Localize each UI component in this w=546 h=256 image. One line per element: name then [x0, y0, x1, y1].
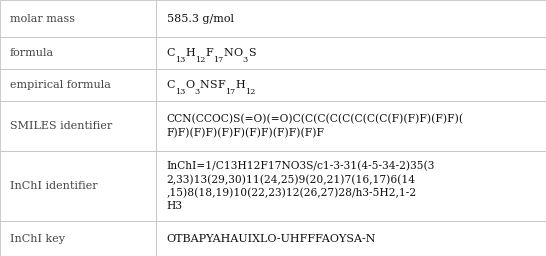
- Bar: [0, 0, 156, 37]
- Text: F: F: [205, 48, 213, 58]
- Text: C: C: [167, 48, 175, 58]
- Text: 12: 12: [245, 88, 256, 96]
- Bar: [156, 69, 546, 101]
- Text: S: S: [248, 48, 256, 58]
- Text: F: F: [217, 80, 225, 90]
- Text: H: H: [235, 80, 245, 90]
- Text: S: S: [210, 80, 217, 90]
- Bar: [0, 151, 156, 221]
- Text: 17: 17: [213, 56, 223, 64]
- Bar: [156, 101, 546, 151]
- Bar: [0, 37, 156, 69]
- Text: InChI identifier: InChI identifier: [10, 181, 97, 191]
- Text: N: N: [223, 48, 233, 58]
- Text: O: O: [186, 80, 194, 90]
- Bar: [0, 221, 156, 256]
- Text: OTBAPYAHAUIXLO-UHFFFAOYSA-N: OTBAPYAHAUIXLO-UHFFFAOYSA-N: [167, 234, 376, 244]
- Text: molar mass: molar mass: [10, 14, 75, 24]
- Bar: [156, 37, 546, 69]
- Text: 13: 13: [175, 88, 186, 96]
- Text: 13: 13: [175, 56, 186, 64]
- Text: SMILES identifier: SMILES identifier: [10, 121, 112, 131]
- Text: 17: 17: [225, 88, 235, 96]
- Text: 585.3 g/mol: 585.3 g/mol: [167, 14, 234, 24]
- Text: C: C: [167, 80, 175, 90]
- Text: InChI key: InChI key: [10, 234, 65, 244]
- Text: InChI=1/C13H12F17NO3S/c1-3-31(4-5-34-2)35(3
2,33)13(29,30)11(24,25)9(20,21)7(16,: InChI=1/C13H12F17NO3S/c1-3-31(4-5-34-2)3…: [167, 162, 435, 211]
- Text: H: H: [186, 48, 195, 58]
- Text: 12: 12: [195, 56, 205, 64]
- Text: 3: 3: [242, 56, 248, 64]
- Bar: [0, 101, 156, 151]
- Text: empirical formula: empirical formula: [10, 80, 111, 90]
- Text: CCN(CCOC)S(=O)(=O)C(C(C(C(C(C(C(C(F)(F)F)(F)F)(
F)F)(F)F)(F)F)(F)F)(F)F)(F)F: CCN(CCOC)S(=O)(=O)C(C(C(C(C(C(C(C(F)(F)F…: [167, 114, 464, 138]
- Bar: [156, 151, 546, 221]
- Text: O: O: [233, 48, 242, 58]
- Text: N: N: [200, 80, 210, 90]
- Bar: [156, 221, 546, 256]
- Text: 3: 3: [194, 88, 200, 96]
- Bar: [0, 69, 156, 101]
- Bar: [156, 0, 546, 37]
- Text: formula: formula: [10, 48, 54, 58]
